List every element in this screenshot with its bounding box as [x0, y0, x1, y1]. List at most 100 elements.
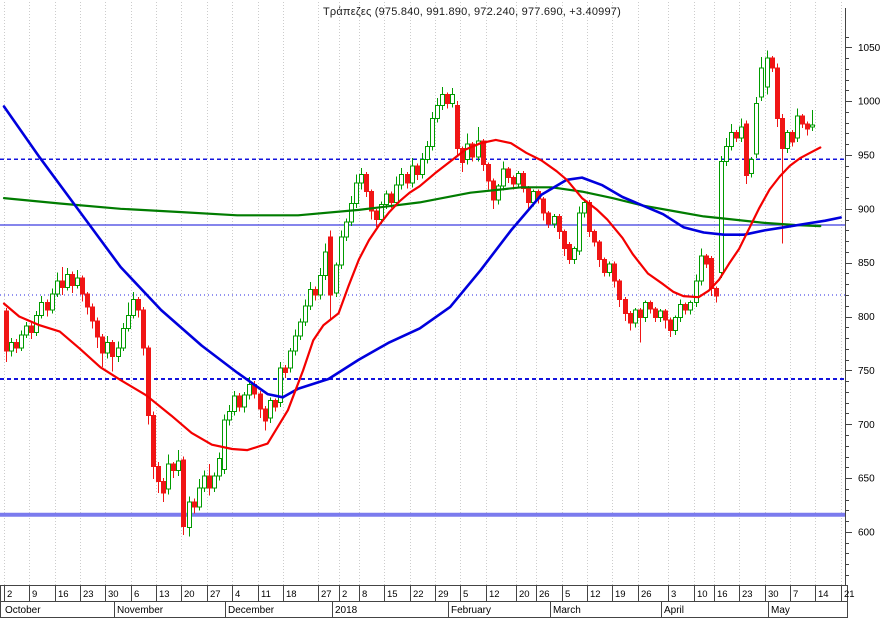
candle	[197, 479, 202, 511]
x-axis-date-label: 18	[286, 589, 297, 600]
x-axis-date-label: 3	[671, 589, 676, 600]
candle	[151, 411, 156, 480]
y-axis-label: 850	[858, 258, 875, 269]
candle	[212, 472, 217, 493]
candle	[354, 174, 359, 208]
candle	[688, 300, 693, 315]
candle	[663, 309, 668, 329]
candle	[612, 261, 617, 288]
candle	[440, 87, 445, 110]
candle	[683, 302, 688, 315]
x-axis-date-label: 2	[342, 589, 347, 600]
candle	[734, 130, 739, 143]
candle	[116, 341, 121, 362]
candle	[90, 303, 95, 329]
candle	[628, 311, 633, 331]
x-axis-date-label: 22	[413, 589, 424, 600]
x-axis-date-label: 7	[793, 589, 798, 600]
candle	[263, 405, 268, 431]
candle	[658, 309, 663, 322]
x-axis-date-label: 29	[438, 589, 449, 600]
candle	[313, 286, 318, 301]
y-axis-label: 900	[858, 204, 875, 215]
candle	[359, 167, 364, 190]
x-axis-months: October November December 2018 February March…	[0, 601, 848, 618]
candle	[719, 156, 724, 278]
candle	[577, 206, 582, 256]
candle	[323, 243, 328, 280]
candle	[491, 178, 496, 209]
candle	[258, 390, 263, 418]
x-axis-date-label: 5	[565, 589, 570, 600]
x-axis-month-label: May	[771, 605, 790, 616]
x-axis-date-label: 30	[768, 589, 779, 600]
candle	[126, 302, 131, 332]
candle	[425, 140, 430, 164]
candle	[759, 56, 764, 102]
candle	[562, 229, 567, 257]
candle	[450, 88, 455, 108]
candle	[141, 306, 146, 356]
candle	[374, 208, 379, 228]
candles	[4, 50, 815, 537]
candle	[217, 452, 222, 481]
x-axis-date-label: 26	[641, 589, 652, 600]
candle	[704, 254, 709, 269]
candle	[334, 262, 339, 298]
x-axis-month-label: April	[664, 605, 684, 616]
candle	[749, 157, 754, 178]
candle	[805, 121, 810, 136]
y-axis: 600 650 700 750 800 850 900 950 1000 1050	[845, 8, 881, 585]
candle	[567, 242, 572, 264]
candle	[24, 321, 29, 339]
candle	[166, 454, 171, 495]
candle	[765, 50, 770, 95]
candle	[572, 246, 577, 264]
candle	[780, 114, 785, 244]
y-axis-label: 1000	[858, 97, 881, 108]
candle	[673, 315, 678, 335]
candle	[648, 300, 653, 314]
candle	[95, 317, 100, 348]
candle	[582, 199, 587, 218]
candle	[379, 201, 384, 224]
candle	[410, 158, 415, 188]
candle	[65, 268, 70, 291]
x-axis-month-label: February	[451, 605, 491, 616]
x-axis-month-label: November	[117, 605, 164, 616]
candle	[754, 96, 759, 159]
x-axis-date-label: 27	[210, 589, 221, 600]
x-axis-date-label: 10	[697, 589, 708, 600]
x-axis-date-label: 12	[489, 589, 500, 600]
candle	[744, 120, 749, 185]
y-axis-label: 950	[858, 151, 875, 162]
candle	[587, 200, 592, 237]
candle	[557, 214, 562, 240]
candle	[617, 278, 622, 307]
candle	[161, 478, 166, 502]
x-axis-date-label: 8	[362, 589, 367, 600]
x-axis-date-label: 20	[519, 589, 530, 600]
candle	[202, 470, 207, 493]
candle	[227, 404, 232, 426]
ma-fast-red-line	[2, 138, 822, 452]
candle	[546, 211, 551, 229]
candle	[278, 361, 283, 408]
candle	[795, 108, 800, 143]
candle	[9, 338, 14, 357]
candle	[592, 229, 597, 247]
x-axis-date-label: 21	[844, 589, 855, 600]
candle	[430, 111, 435, 151]
candle	[541, 197, 546, 221]
x-axis-date-label: 19	[615, 589, 626, 600]
x-axis-date-label: 16	[717, 589, 728, 600]
candle	[303, 299, 308, 327]
x-axis-date-label: 4	[235, 589, 240, 600]
candle	[55, 272, 60, 298]
candle	[146, 345, 151, 425]
candle	[176, 450, 181, 476]
x-axis-date-label: 16	[58, 589, 69, 600]
candle	[308, 282, 313, 311]
